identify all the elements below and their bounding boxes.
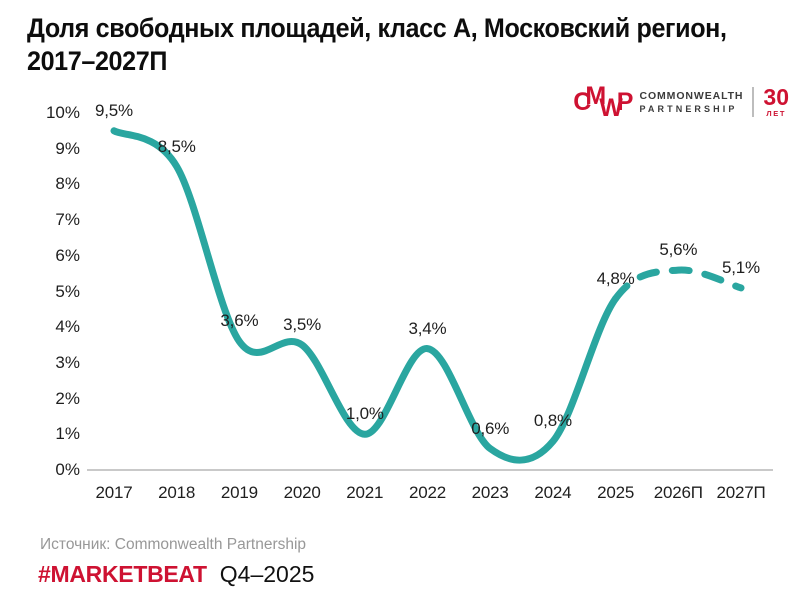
data-point-label: 3,4%	[408, 318, 447, 338]
logo-name-line1: COMMONWEALTH	[639, 90, 744, 102]
logo-name-line2: PARTNERSHIP	[639, 104, 738, 114]
x-axis-label: 2018	[158, 483, 196, 502]
badge-number: 30	[763, 84, 789, 111]
x-axis-label: 2025	[597, 483, 635, 502]
data-point-label: 3,5%	[283, 315, 322, 335]
data-point-label: 4,8%	[596, 268, 635, 288]
logo-company-name: COMMONWEALTH PARTNERSHIP	[639, 90, 743, 114]
data-point-label: 5,6%	[659, 240, 698, 260]
cmwp-logo-mark-icon: C M W P	[573, 83, 634, 120]
y-axis-label: 0%	[55, 460, 80, 479]
y-axis-label: 10%	[45, 103, 80, 122]
report-period: Q4–2025	[219, 561, 315, 587]
cmwp-logo: C M W P COMMONWEALTH PARTNERSHIP 30 ЛЕТ	[573, 82, 789, 122]
logo-letter-p: P	[616, 87, 634, 116]
y-axis-label: 4%	[55, 317, 80, 337]
logo-divider	[752, 87, 755, 117]
x-axis-label: 2017	[95, 483, 133, 502]
data-point-label: 5,1%	[722, 257, 760, 277]
data-point-label: 0,6%	[471, 418, 510, 438]
marketbeat-hashtag: #MARKETBEAT	[38, 561, 207, 587]
y-axis-label: 6%	[55, 245, 80, 265]
x-axis-label: 2026П	[653, 483, 703, 502]
logo-letter-m: M	[585, 81, 606, 110]
y-axis-label: 7%	[55, 210, 80, 230]
x-axis-label: 2027П	[716, 483, 766, 502]
page-title-line1: Доля свободных площадей, класс А, Москов…	[27, 13, 727, 43]
logo-30-years-badge: 30 ЛЕТ	[763, 86, 789, 118]
x-axis-label: 2020	[283, 483, 321, 502]
x-axis-label: 2019	[220, 483, 258, 502]
x-axis-baseline	[87, 469, 773, 471]
footer: #MARKETBEAT Q4–2025	[38, 561, 314, 588]
data-point-label: 3,6%	[220, 311, 259, 331]
page-title: Доля свободных площадей, класс А, Москов…	[27, 12, 727, 78]
y-axis-label: 9%	[55, 138, 80, 158]
x-axis-label: 2021	[346, 483, 384, 502]
y-axis-label: 1%	[55, 424, 80, 444]
logo-letter-c: C	[573, 87, 591, 116]
y-axis-label: 2%	[55, 388, 80, 408]
data-point-label: 9,5%	[95, 100, 133, 120]
data-point-label: 0,8%	[533, 411, 572, 431]
logo-letter-w: W	[599, 93, 623, 122]
y-axis-label: 8%	[55, 174, 80, 194]
x-axis-label: 2023	[471, 483, 509, 502]
data-point-label: 1,0%	[345, 404, 384, 424]
badge-caption: ЛЕТ	[766, 109, 787, 119]
y-axis-label: 5%	[55, 281, 80, 301]
vacancy-line-forecast	[612, 266, 745, 303]
vacancy-line-actual	[110, 127, 620, 464]
data-point-label: 8,5%	[157, 136, 196, 156]
page-title-line2: 2017–2027П	[27, 45, 168, 76]
x-axis-label: 2022	[408, 483, 447, 502]
source-note: Источник: Commonwealth Partnership	[40, 536, 307, 553]
x-axis-label: 2024	[534, 483, 572, 502]
y-axis-label: 3%	[55, 352, 80, 372]
